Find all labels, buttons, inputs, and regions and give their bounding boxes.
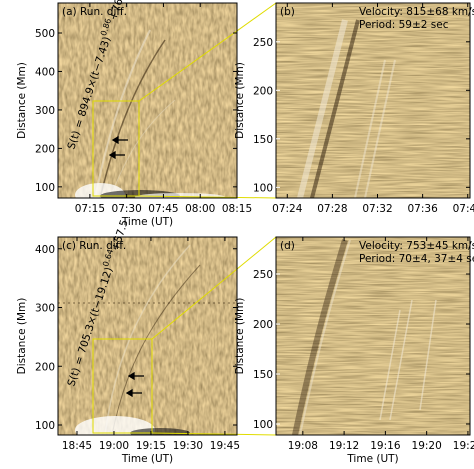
y-axis-label: Distance (Mm) bbox=[16, 298, 28, 375]
x-tick-label: 07:40 bbox=[453, 203, 474, 215]
x-axis-label: Time (UT) bbox=[121, 216, 173, 228]
x-axis-label: Time (UT) bbox=[346, 453, 398, 465]
arrows bbox=[108, 135, 144, 398]
y-tick-label: 300 bbox=[35, 303, 55, 315]
y-tick-label: 200 bbox=[253, 85, 273, 97]
y-tick-label: 150 bbox=[253, 134, 273, 146]
x-tick-label: 07:36 bbox=[407, 203, 438, 215]
x-tick-label: 18:45 bbox=[62, 440, 92, 452]
plot-frame bbox=[57, 2, 238, 199]
x-tick-label: 19:24 bbox=[453, 440, 474, 452]
x-tick-label: 19:20 bbox=[412, 440, 442, 452]
y-axis-label: Distance (Mm) bbox=[16, 62, 28, 139]
y-axis-label: Distance (Mm) bbox=[234, 298, 246, 375]
velocity-label: Velocity: 753±45 km/s bbox=[359, 240, 474, 252]
y-tick-label: 100 bbox=[35, 420, 55, 432]
y-tick-label: 300 bbox=[35, 105, 55, 117]
x-tick-label: 07:24 bbox=[272, 203, 303, 215]
x-tick-label: 19:45 bbox=[210, 440, 240, 452]
y-tick-label: 150 bbox=[253, 369, 273, 381]
x-tick-label: 19:08 bbox=[288, 440, 318, 452]
x-tick-label: 19:16 bbox=[370, 440, 401, 452]
x-tick-label: 19:12 bbox=[329, 440, 359, 452]
x-tick-label: 19:00 bbox=[99, 440, 129, 452]
y-tick-label: 400 bbox=[35, 244, 55, 256]
x-axis-label: Time (UT) bbox=[121, 453, 173, 465]
y-tick-label: 100 bbox=[253, 419, 273, 431]
panel-label: (b) bbox=[280, 6, 295, 18]
x-tick-label: 07:32 bbox=[362, 203, 392, 215]
y-tick-label: 250 bbox=[253, 269, 273, 281]
x-tick-label: 07:28 bbox=[317, 203, 347, 215]
plot-frame bbox=[275, 236, 471, 436]
panel-label: (a) Run. diff. bbox=[62, 6, 127, 18]
y-tick-label: 200 bbox=[35, 361, 55, 373]
zoom-boxes bbox=[92, 2, 277, 436]
y-axis-label: Distance (Mm) bbox=[234, 62, 246, 139]
image-a bbox=[58, 3, 237, 198]
y-tick-label: 100 bbox=[253, 182, 273, 194]
panel-label: (c) Run. diff. bbox=[62, 240, 126, 252]
x-tick-label: 07:45 bbox=[148, 203, 178, 215]
image-b bbox=[276, 3, 470, 198]
velocity-label: Velocity: 815±68 km/s bbox=[359, 6, 474, 18]
period-label: Period: 59±2 sec bbox=[359, 19, 449, 31]
image-c bbox=[58, 237, 237, 435]
x-tick-label: 19:15 bbox=[136, 440, 166, 452]
x-tick-label: 19:30 bbox=[173, 440, 203, 452]
plot-frame bbox=[275, 2, 471, 199]
x-tick-label: 08:00 bbox=[185, 203, 215, 215]
y-tick-label: 100 bbox=[35, 182, 55, 194]
x-tick-label: 07:30 bbox=[112, 203, 142, 215]
y-tick-label: 200 bbox=[253, 319, 273, 331]
y-tick-label: 200 bbox=[35, 143, 55, 155]
y-tick-label: 250 bbox=[253, 37, 273, 49]
y-tick-label: 400 bbox=[35, 66, 55, 78]
period-label: Period: 70±4, 37±4 sec bbox=[359, 253, 474, 265]
x-tick-label: 07:15 bbox=[75, 203, 105, 215]
x-tick-label: 08:15 bbox=[222, 203, 252, 215]
image-d bbox=[276, 237, 470, 435]
y-tick-label: 500 bbox=[35, 28, 55, 40]
panel-label: (d) bbox=[280, 240, 295, 252]
plot-frame bbox=[57, 236, 238, 436]
